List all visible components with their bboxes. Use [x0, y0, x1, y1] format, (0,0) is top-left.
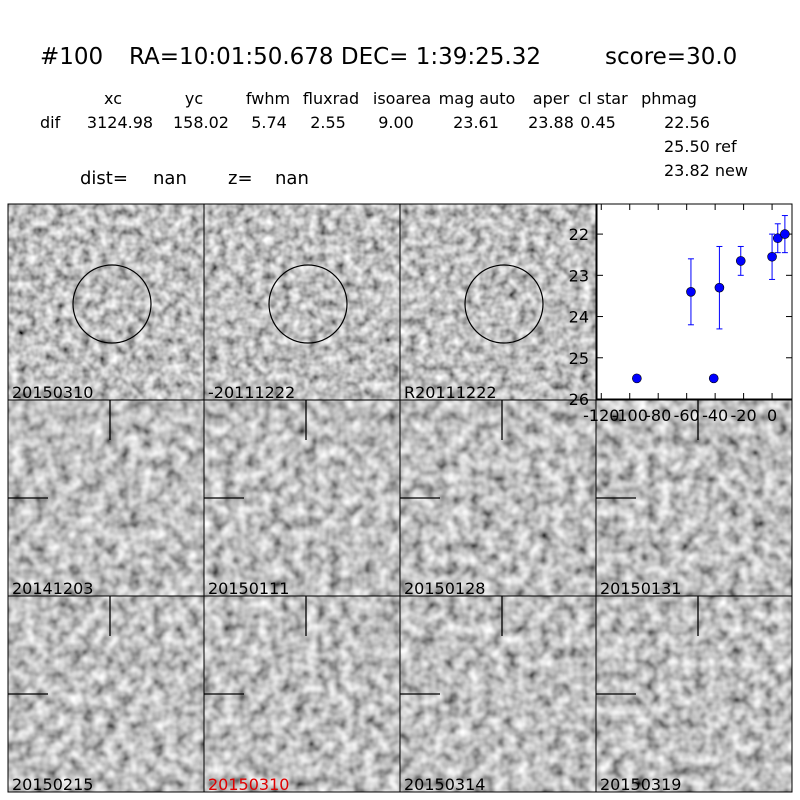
aperture-circle — [464, 264, 544, 344]
data-point — [772, 233, 783, 244]
data-point — [632, 373, 642, 384]
table-value: 158.02 — [173, 113, 229, 132]
dist-value: nan — [153, 168, 187, 189]
coordinates: RA=10:01:50.678 DEC= 1:39:25.32 — [129, 44, 541, 70]
candidate-id: #100 — [40, 44, 103, 70]
data-point — [708, 373, 719, 384]
column-header: cl star — [578, 89, 628, 108]
x-tick-label: -60 — [674, 406, 700, 425]
column-header: phmag — [641, 89, 697, 108]
x-tick-label: -80 — [645, 406, 671, 425]
stamp-image — [204, 204, 400, 400]
stamp-label: 20150310 — [208, 775, 289, 794]
table-value: 5.74 — [251, 113, 287, 132]
score: score=30.0 — [605, 44, 737, 70]
y-tick-label: 23 — [569, 266, 589, 285]
table-value: 2.55 — [310, 113, 346, 132]
data-point — [780, 229, 790, 239]
data-point — [714, 282, 725, 293]
stamp-image — [400, 204, 596, 400]
data-point — [735, 256, 746, 266]
stamp-label: -20111222 — [208, 383, 295, 402]
dist-label: dist= — [80, 168, 128, 189]
table-value: 0.45 — [580, 113, 616, 132]
stamp-label: 20150111 — [208, 579, 289, 598]
table-value: 9.00 — [378, 113, 414, 132]
row-label: dif — [40, 113, 61, 132]
table-value: 23.88 — [528, 113, 574, 132]
column-header: mag auto — [439, 89, 516, 108]
aperture-circle — [268, 264, 348, 344]
x-tick-label: -100 — [612, 406, 648, 425]
stamp-label: 20150128 — [404, 579, 485, 598]
ref-mag: 25.50 ref — [664, 137, 737, 156]
table-value: 3124.98 — [87, 113, 153, 132]
stamp-label: 20150314 — [404, 775, 485, 794]
x-tick-label: 0 — [767, 406, 777, 425]
x-tick-label: -20 — [731, 406, 757, 425]
stamp-image — [8, 204, 204, 400]
column-header: isoarea — [373, 89, 431, 108]
aperture-circle — [72, 264, 152, 344]
new-mag: 23.82 new — [664, 161, 748, 180]
stamp-label: 20150215 — [12, 775, 93, 794]
stamp-label: 20141203 — [12, 579, 93, 598]
y-tick-label: 25 — [569, 349, 589, 368]
x-tick-label: -120 — [583, 406, 619, 425]
stamp-label: 20150310 — [12, 383, 93, 402]
y-tick-label: 24 — [569, 308, 589, 327]
column-header: xc — [104, 89, 122, 108]
stamp-label: 20150319 — [600, 775, 681, 794]
x-tick-label: -40 — [702, 406, 728, 425]
z-label: z= — [228, 168, 253, 189]
column-header: aper — [533, 89, 570, 108]
table-value: 23.61 — [453, 113, 499, 132]
column-header: fluxrad — [303, 89, 359, 108]
y-tick-label: 22 — [569, 225, 589, 244]
data-point — [686, 287, 696, 297]
plot-area — [596, 203, 793, 400]
stamp-label: R20111222 — [404, 383, 497, 402]
data-point — [767, 251, 777, 262]
column-header: yc — [185, 89, 203, 108]
y-tick-label: 26 — [569, 390, 589, 409]
table-value: 22.56 — [664, 113, 710, 132]
z-value: nan — [275, 168, 309, 189]
stamp-label: 20150131 — [600, 579, 681, 598]
column-header: fwhm — [246, 89, 290, 108]
